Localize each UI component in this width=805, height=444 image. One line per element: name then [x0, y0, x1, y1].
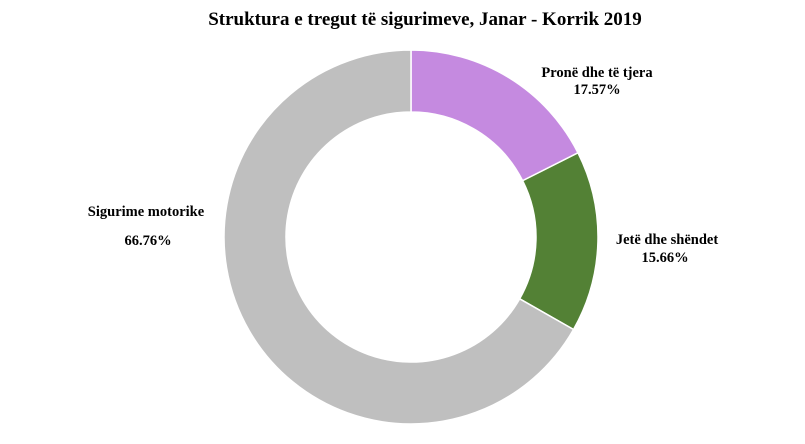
chart-title: Struktura e tregut të sigurimeve, Janar …	[208, 9, 642, 30]
slice-life-health	[518, 151, 599, 331]
slice-motor	[223, 49, 575, 425]
donut-slices	[223, 49, 599, 425]
slice-value-motor: 66.76%	[124, 233, 171, 249]
slice-label-motor: Sigurime motorike	[88, 204, 205, 220]
slice-value-property: 17.57%	[573, 82, 620, 98]
slice-label-life-health: Jetë dhe shëndet	[616, 232, 718, 248]
slice-value-life-health: 15.66%	[641, 250, 688, 266]
slice-label-property: Pronë dhe të tjera	[541, 65, 653, 81]
